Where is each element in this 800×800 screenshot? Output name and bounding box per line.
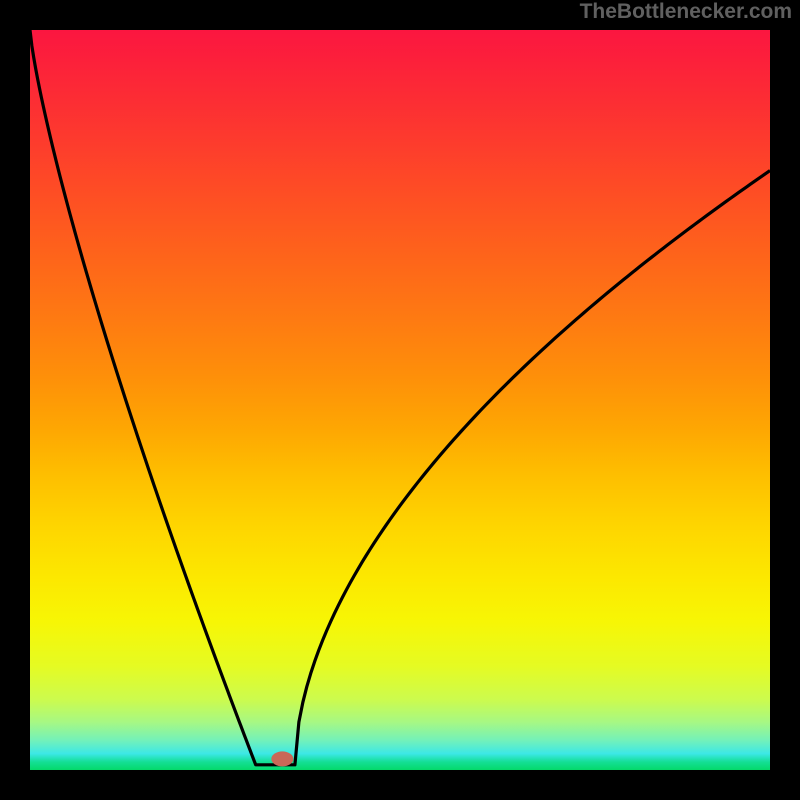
- chart-background: [30, 30, 770, 770]
- chart-svg: [0, 0, 800, 800]
- optimal-point-marker: [271, 751, 293, 766]
- watermark-text: TheBottlenecker.com: [580, 0, 792, 24]
- bottleneck-chart: TheBottlenecker.com: [0, 0, 800, 800]
